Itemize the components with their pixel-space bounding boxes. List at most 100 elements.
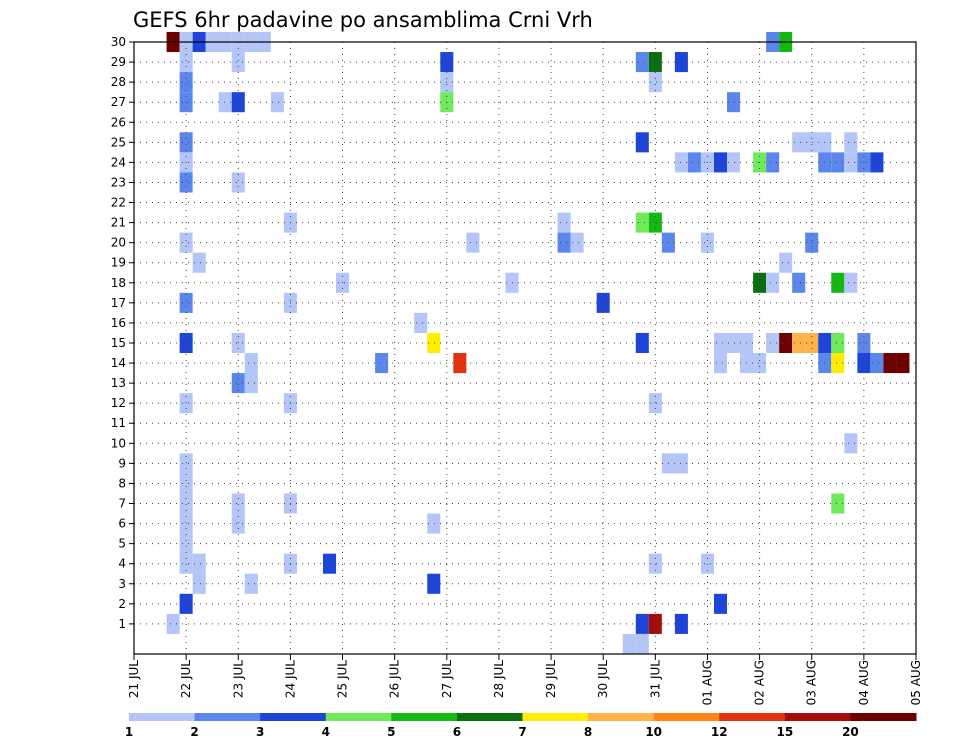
heatmap-cell	[844, 152, 858, 173]
colorbar-label: 3	[256, 725, 264, 739]
heatmap-cell	[622, 633, 636, 654]
x-tick-label: 30 JUL	[596, 660, 610, 698]
heatmap-cell	[427, 573, 441, 594]
heatmap-cell	[179, 493, 193, 514]
y-tick-label: 28	[111, 75, 126, 89]
heatmap-cell	[831, 332, 845, 354]
heatmap-cells	[166, 31, 910, 654]
chart-title: GEFS 6hr padavine po ansamblima Crni Vrh	[133, 8, 593, 32]
heatmap-cell	[375, 353, 389, 374]
y-tick-label: 6	[118, 517, 126, 531]
heatmap-cell	[179, 292, 193, 313]
y-tick-label: 4	[118, 557, 126, 571]
heatmap-cell	[831, 353, 845, 374]
colorbar-label: 20	[842, 725, 859, 739]
y-tick-label: 19	[111, 256, 126, 270]
heatmap-cell	[792, 332, 806, 354]
heatmap-cell	[648, 613, 662, 634]
y-tick-label: 16	[111, 316, 126, 330]
heatmap-cell	[753, 353, 767, 374]
y-tick-label: 18	[111, 276, 126, 290]
heatmap-cell	[727, 152, 741, 173]
colorbar-swatch	[391, 713, 458, 721]
heatmap-cell	[635, 613, 649, 634]
y-tick-label: 10	[111, 436, 126, 450]
heatmap-cell	[766, 272, 780, 293]
colorbar-label: 2	[190, 725, 198, 739]
colorbar-label: 5	[387, 725, 395, 739]
heatmap-cell	[231, 513, 245, 534]
colorbar-swatch	[325, 713, 392, 721]
colorbar-label: 7	[518, 725, 526, 739]
heatmap-cell	[713, 353, 728, 374]
heatmap-cell	[674, 613, 688, 634]
heatmap-cell	[727, 92, 741, 113]
heatmap-cell	[870, 353, 884, 374]
heatmap-cell	[779, 252, 793, 273]
heatmap-cell	[218, 92, 232, 113]
heatmap-cell	[179, 132, 193, 153]
x-tick-label: 21 JUL	[127, 660, 141, 698]
heatmap-cell	[557, 232, 571, 253]
y-tick-label: 13	[111, 376, 126, 390]
heatmap-cell	[192, 252, 206, 273]
x-tick-label: 22 JUL	[179, 660, 193, 698]
heatmap-cell	[870, 152, 884, 173]
heatmap-cell	[166, 613, 180, 634]
heatmap-cell	[883, 353, 897, 374]
heatmap-cell	[179, 52, 193, 73]
x-tick-label: 26 JUL	[388, 660, 402, 698]
heatmap-cell	[453, 353, 467, 374]
heatmap-cell	[792, 272, 806, 293]
colorbar-label: 15	[776, 725, 793, 739]
y-tick-label: 14	[111, 356, 126, 370]
colorbar-label: 4	[322, 725, 330, 739]
heatmap-cell	[831, 493, 845, 514]
heatmap-cell	[505, 272, 519, 293]
heatmap-cell	[700, 553, 714, 574]
heatmap-cell	[192, 573, 206, 594]
heatmap-cell	[700, 232, 714, 253]
x-tick-label: 01 AUG	[700, 660, 714, 705]
x-axis-ticks: 21 JUL 22 JUL 23 JUL 24 JUL 25 JUL 26 JUL 27 J…	[127, 654, 923, 705]
plot-frame	[133, 41, 917, 655]
heatmap-cell	[270, 92, 284, 113]
x-tick-label: 02 AUG	[753, 660, 767, 705]
heatmap-cell	[805, 232, 819, 253]
colorbar-swatch	[456, 713, 523, 721]
heatmap-cell	[844, 433, 858, 454]
y-tick-label: 24	[111, 155, 126, 169]
heatmap-cell	[687, 152, 701, 173]
colorbar-swatch	[522, 713, 589, 721]
y-tick-label: 25	[111, 135, 126, 149]
heatmap-cell	[231, 52, 245, 73]
heatmap-cell	[179, 393, 193, 414]
heatmap-cell	[244, 353, 258, 374]
y-tick-label: 9	[118, 456, 126, 470]
y-axis-ticks: 1234567891011121314151617181920212223242…	[111, 35, 134, 631]
heatmap-cell	[674, 453, 688, 474]
y-tick-label: 12	[111, 396, 126, 410]
y-tick-label: 5	[118, 537, 126, 551]
x-tick-label: 29 JUL	[544, 660, 558, 698]
heatmap-cell	[713, 593, 728, 614]
y-tick-label: 2	[118, 597, 126, 611]
x-tick-label: 03 AUG	[805, 660, 819, 705]
heatmap-cell	[179, 553, 193, 574]
heatmap-cell	[635, 633, 649, 654]
colorbar-swatch	[194, 713, 261, 721]
colorbar-swatch	[653, 713, 720, 721]
heatmap-cell	[674, 52, 688, 73]
colorbar-swatch	[260, 713, 327, 721]
heatmap-cell	[179, 172, 193, 193]
y-tick-label: 1	[118, 617, 126, 631]
y-tick-label: 21	[111, 216, 126, 230]
colorbar-swatch	[129, 713, 196, 721]
heatmap-cell	[179, 72, 193, 93]
heatmap-cell	[766, 332, 780, 354]
heatmap-cell	[570, 232, 584, 253]
y-tick-label: 27	[111, 95, 126, 109]
heatmap-cell	[179, 593, 193, 614]
colorbar-label: 10	[645, 725, 662, 739]
heatmap-cell	[674, 152, 688, 173]
